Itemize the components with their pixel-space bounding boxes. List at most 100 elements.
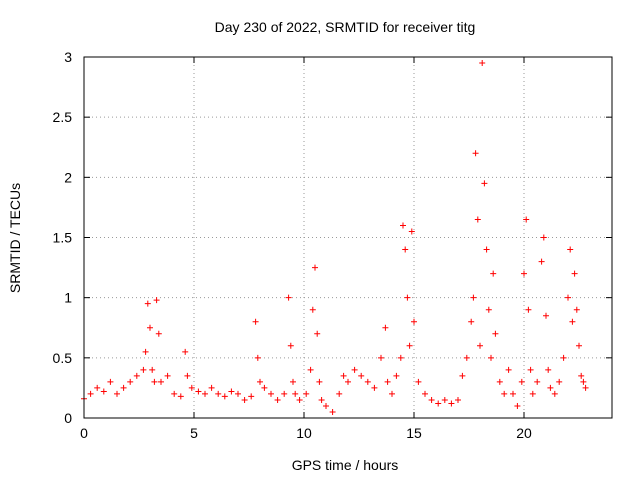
data-point — [329, 408, 336, 415]
data-point — [490, 270, 497, 277]
data-point — [296, 396, 303, 403]
data-point — [241, 396, 248, 403]
y-tick-label: 2 — [64, 169, 72, 185]
data-point — [411, 318, 417, 325]
data-point — [215, 390, 222, 397]
data-point — [274, 396, 281, 403]
data-point — [147, 324, 153, 331]
data-point — [397, 354, 404, 361]
data-point — [569, 318, 576, 325]
data-point — [408, 228, 415, 235]
data-point — [510, 390, 516, 397]
y-axis-label: SRMTID / TECUs — [7, 183, 23, 293]
data-point — [312, 264, 318, 271]
data-point — [481, 180, 488, 187]
data-point — [358, 372, 365, 379]
data-point — [556, 378, 563, 385]
data-point — [285, 294, 292, 301]
data-point — [485, 306, 492, 313]
data-point — [567, 246, 574, 253]
data-point — [281, 390, 288, 397]
y-tick-label: 0 — [64, 410, 72, 426]
x-tick-label: 15 — [406, 425, 422, 441]
data-point — [336, 390, 343, 397]
data-point — [470, 294, 477, 301]
data-point — [415, 378, 422, 385]
data-point — [435, 400, 442, 407]
data-point — [345, 378, 351, 385]
data-point — [474, 216, 481, 223]
data-point — [538, 258, 545, 265]
data-point — [529, 390, 536, 397]
data-point — [287, 342, 294, 349]
data-point — [208, 384, 215, 391]
data-point — [578, 372, 585, 379]
data-point — [114, 390, 120, 397]
data-point — [195, 388, 202, 395]
axis-ticks: 0 5 10 15 20 0 0.5 1 1.5 2 2.5 3 — [53, 49, 612, 441]
data-point — [472, 150, 479, 157]
data-point — [252, 318, 259, 325]
data-point — [133, 372, 140, 379]
data-point — [127, 378, 134, 385]
data-point — [248, 393, 255, 400]
data-point — [153, 297, 160, 304]
data-point — [254, 354, 261, 361]
data-point — [184, 372, 191, 379]
data-point — [393, 372, 400, 379]
data-point — [547, 384, 554, 391]
data-point — [518, 378, 525, 385]
data-point — [261, 384, 268, 391]
x-axis-label: GPS time / hours — [292, 457, 399, 473]
x-tick-label: 20 — [516, 425, 532, 441]
data-point — [573, 306, 580, 313]
data-point — [459, 372, 466, 379]
data-point — [155, 330, 162, 337]
data-point — [406, 342, 413, 349]
data-point — [479, 60, 486, 67]
x-tick-label: 10 — [296, 425, 312, 441]
x-tick-label: 0 — [80, 425, 88, 441]
data-point — [505, 366, 512, 373]
data-point — [323, 402, 329, 409]
data-point — [364, 378, 371, 385]
data-point — [488, 354, 494, 361]
data-point — [492, 330, 499, 337]
data-point — [340, 372, 347, 379]
data-point — [149, 366, 156, 373]
data-point — [120, 384, 127, 391]
y-tick-label: 0.5 — [53, 350, 73, 366]
y-tick-label: 1 — [64, 290, 72, 306]
y-tick-label: 2.5 — [53, 109, 73, 125]
data-point — [571, 270, 578, 277]
data-point — [501, 390, 508, 397]
data-point — [580, 378, 587, 385]
data-point — [290, 378, 296, 385]
data-point — [483, 246, 490, 253]
chart-title: Day 230 of 2022, SRMTID for receiver tit… — [215, 19, 476, 35]
grid — [84, 57, 612, 418]
data-point — [107, 378, 114, 385]
data-point — [257, 378, 263, 385]
data-point — [182, 348, 189, 355]
data-point — [235, 390, 241, 397]
data-point — [540, 234, 547, 241]
data-point — [309, 306, 316, 313]
data-point — [496, 378, 503, 385]
data-points — [81, 60, 589, 415]
data-point — [455, 396, 461, 403]
data-point — [521, 270, 527, 277]
data-point — [543, 312, 549, 319]
data-point — [221, 393, 228, 400]
data-point — [523, 216, 530, 223]
data-point — [371, 384, 378, 391]
data-point — [582, 384, 589, 391]
data-point — [87, 390, 94, 397]
data-point — [177, 393, 184, 400]
data-point — [100, 388, 107, 395]
data-point — [292, 390, 299, 397]
data-point — [268, 390, 274, 397]
data-point — [318, 396, 325, 403]
data-point — [448, 400, 455, 407]
data-point — [316, 378, 323, 385]
